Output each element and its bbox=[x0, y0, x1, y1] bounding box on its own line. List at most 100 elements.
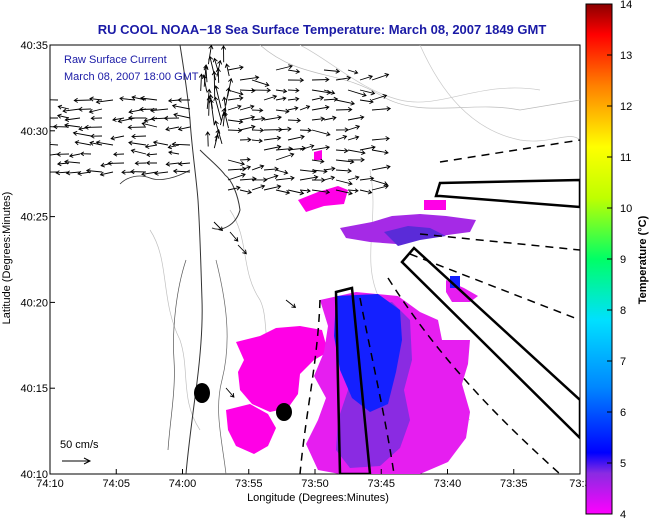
current-vector bbox=[90, 133, 103, 139]
coastline bbox=[215, 259, 228, 474]
current-vector bbox=[323, 89, 336, 95]
current-vector bbox=[359, 176, 375, 182]
current-vector bbox=[347, 89, 367, 98]
current-vector bbox=[145, 160, 158, 166]
current-vector bbox=[347, 69, 359, 75]
current-vector bbox=[251, 184, 266, 191]
current-vector bbox=[287, 88, 300, 93]
land-marker bbox=[194, 383, 210, 403]
current-vector bbox=[213, 96, 222, 121]
current-vector bbox=[165, 126, 180, 132]
current-vector bbox=[287, 106, 299, 111]
current-vector bbox=[224, 63, 230, 77]
current-vector bbox=[335, 107, 353, 113]
current-vector bbox=[50, 153, 59, 156]
current-vector bbox=[50, 97, 59, 103]
current-vector bbox=[56, 151, 70, 157]
current-vector bbox=[55, 170, 70, 176]
colorbar-tick-label: 10 bbox=[620, 203, 632, 215]
y-axis-label: Latitude (Degrees:Minutes) bbox=[1, 192, 13, 325]
current-vector bbox=[213, 221, 223, 232]
current-vector bbox=[65, 170, 81, 176]
current-vector bbox=[311, 129, 331, 137]
current-vector bbox=[285, 299, 297, 309]
current-vector bbox=[172, 168, 191, 174]
annotation-scale: 50 cm/s bbox=[60, 439, 99, 451]
current-vector bbox=[139, 106, 158, 112]
current-vector bbox=[52, 124, 70, 130]
colorbar-tick-label: 7 bbox=[620, 356, 626, 368]
x-tick-label: 73:45 bbox=[367, 478, 395, 490]
current-vector bbox=[347, 175, 360, 181]
current-vector bbox=[79, 151, 92, 157]
current-vector bbox=[177, 126, 191, 132]
current-vector bbox=[251, 164, 265, 171]
current-vector bbox=[347, 115, 365, 121]
current-vector bbox=[275, 169, 289, 175]
current-vector bbox=[85, 168, 103, 174]
current-vector bbox=[129, 169, 147, 175]
x-tick-label: 74:10 bbox=[36, 478, 64, 490]
terrain-contour bbox=[419, 45, 580, 142]
current-vector bbox=[311, 77, 330, 83]
current-vector bbox=[335, 99, 356, 106]
current-vector bbox=[311, 116, 326, 122]
current-vector bbox=[95, 99, 114, 105]
current-vector bbox=[225, 387, 235, 398]
current-vector bbox=[168, 150, 180, 155]
y-tick-label: 40:30 bbox=[20, 126, 48, 138]
current-vector bbox=[347, 135, 360, 141]
map-layer bbox=[50, 45, 580, 474]
current-vector bbox=[359, 89, 376, 96]
current-vector bbox=[88, 108, 103, 114]
colorbar-ticks: 4 5 6 7 8 9 10 11 12 13 14 bbox=[607, 0, 632, 521]
current-vector bbox=[371, 93, 388, 101]
current-vector bbox=[110, 135, 125, 141]
current-vector bbox=[323, 68, 341, 74]
colorbar-tick-label: 11 bbox=[620, 152, 631, 164]
colorbar-tick-label: 5 bbox=[620, 458, 626, 470]
current-vector bbox=[299, 144, 315, 151]
current-vector bbox=[335, 189, 353, 196]
current-vector bbox=[335, 148, 349, 154]
current-vector bbox=[146, 152, 158, 157]
current-vector bbox=[335, 75, 352, 81]
scale-arrow bbox=[62, 457, 92, 465]
current-vector bbox=[251, 116, 266, 122]
current-vector bbox=[359, 145, 376, 151]
current-vector bbox=[152, 140, 169, 146]
current-vector bbox=[311, 189, 331, 195]
current-vector bbox=[127, 124, 147, 130]
current-vector bbox=[73, 97, 92, 103]
colorbar-tick-label: 8 bbox=[620, 305, 626, 317]
current-vector bbox=[263, 115, 282, 121]
current-vector bbox=[227, 127, 243, 133]
current-vector bbox=[323, 166, 336, 172]
current-vector bbox=[171, 141, 191, 147]
x-axis-ticks: 74:10 74:05 74:00 73:55 73:50 73:45 73:40 73:35… bbox=[36, 469, 591, 490]
current-vector bbox=[275, 108, 290, 114]
current-vector bbox=[99, 171, 114, 177]
current-vector bbox=[84, 124, 103, 130]
current-vector bbox=[206, 88, 212, 109]
current-vector bbox=[371, 164, 391, 171]
y-tick-label: 40:35 bbox=[20, 40, 48, 52]
current-vector bbox=[299, 127, 312, 133]
current-vector bbox=[287, 77, 305, 83]
current-vector bbox=[227, 95, 244, 101]
current-vector bbox=[177, 97, 190, 103]
current-vector bbox=[167, 144, 180, 150]
current-vector bbox=[154, 170, 169, 176]
current-vector bbox=[227, 104, 242, 111]
current-vector bbox=[311, 95, 325, 101]
current-vector bbox=[237, 244, 247, 255]
colorbar-tick-label: 14 bbox=[620, 0, 632, 11]
current-vector bbox=[287, 117, 302, 123]
current-vector bbox=[359, 98, 374, 105]
colorbar-tick-label: 12 bbox=[620, 101, 632, 113]
current-vector bbox=[239, 124, 256, 131]
current-vector bbox=[371, 136, 390, 142]
current-vector bbox=[227, 185, 241, 191]
current-vector bbox=[208, 93, 214, 109]
